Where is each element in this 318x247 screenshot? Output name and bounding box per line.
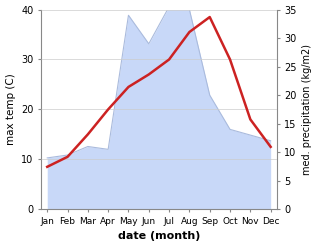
Y-axis label: med. precipitation (kg/m2): med. precipitation (kg/m2) (302, 44, 313, 175)
X-axis label: date (month): date (month) (118, 231, 200, 242)
Y-axis label: max temp (C): max temp (C) (5, 74, 16, 145)
